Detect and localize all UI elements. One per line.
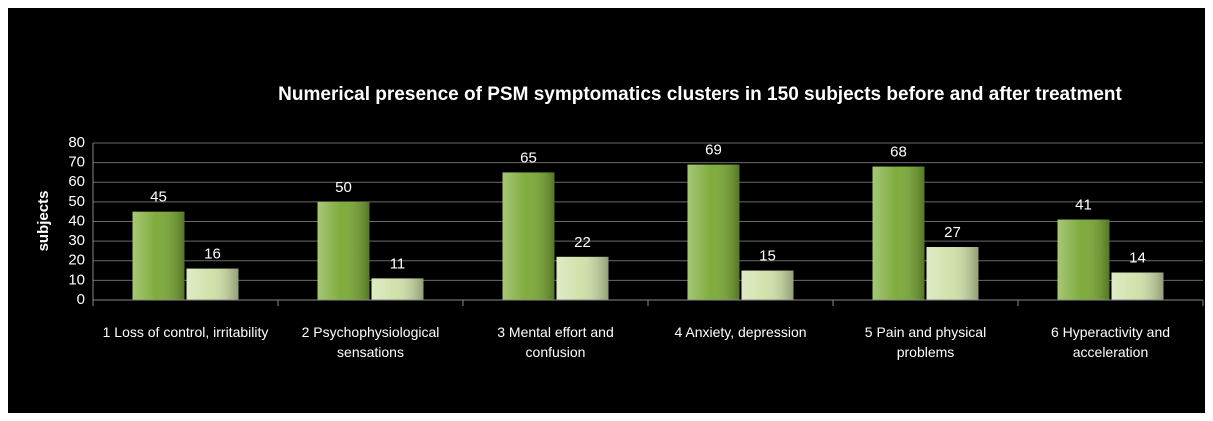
- y-tick-label: 40: [68, 212, 85, 229]
- data-label: 50: [335, 179, 352, 196]
- bar-shine: [371, 278, 424, 300]
- bar-shine: [132, 211, 185, 300]
- data-label: 41: [1075, 197, 1092, 214]
- y-tick-label: 20: [68, 252, 85, 269]
- y-tick-label: 70: [68, 154, 85, 171]
- data-label: 22: [574, 234, 591, 251]
- data-label: 68: [890, 144, 907, 161]
- x-tick-label: 2 Psychophysiological sensations: [301, 324, 440, 360]
- y-axis-label: subjects: [35, 191, 52, 252]
- y-tick-label: 30: [68, 232, 85, 249]
- y-tick-label: 0: [77, 291, 85, 308]
- x-tick-label: 5 Pain and physical problems: [864, 324, 987, 360]
- y-tick-label: 80: [68, 134, 85, 151]
- data-label: 16: [204, 246, 221, 263]
- data-label: 11: [390, 255, 406, 272]
- chart-title: Numerical presence of PSM symptomatics c…: [278, 84, 1122, 105]
- x-tick-label: 3 Mental effort and confusion: [497, 324, 614, 360]
- data-label: 69: [705, 142, 722, 159]
- data-label: 65: [520, 149, 537, 166]
- y-tick-label: 10: [68, 271, 85, 288]
- bar-shine: [926, 247, 979, 300]
- bar-shine: [872, 166, 925, 300]
- x-tick-label: 4 Anxiety, depression: [674, 324, 807, 340]
- x-tick-label: 6 Hyperactivity and acceleration: [1050, 324, 1171, 360]
- data-label: 27: [944, 224, 961, 241]
- data-label: 45: [150, 189, 167, 206]
- y-tick-label: 50: [68, 193, 85, 210]
- bar-shine: [687, 164, 740, 300]
- y-tick-label: 60: [68, 173, 85, 190]
- bar-shine: [556, 256, 609, 300]
- background: [8, 8, 1205, 413]
- data-label: 14: [1129, 249, 1146, 266]
- bar-shine: [1057, 219, 1110, 300]
- data-label: 15: [759, 248, 776, 265]
- bar-shine: [741, 270, 794, 300]
- bar-shine: [317, 201, 370, 300]
- bar-shine: [502, 172, 555, 300]
- bar-shine: [1111, 272, 1164, 300]
- bar-shine: [186, 268, 239, 300]
- x-tick-label: 1 Loss of control, irritability: [102, 324, 269, 340]
